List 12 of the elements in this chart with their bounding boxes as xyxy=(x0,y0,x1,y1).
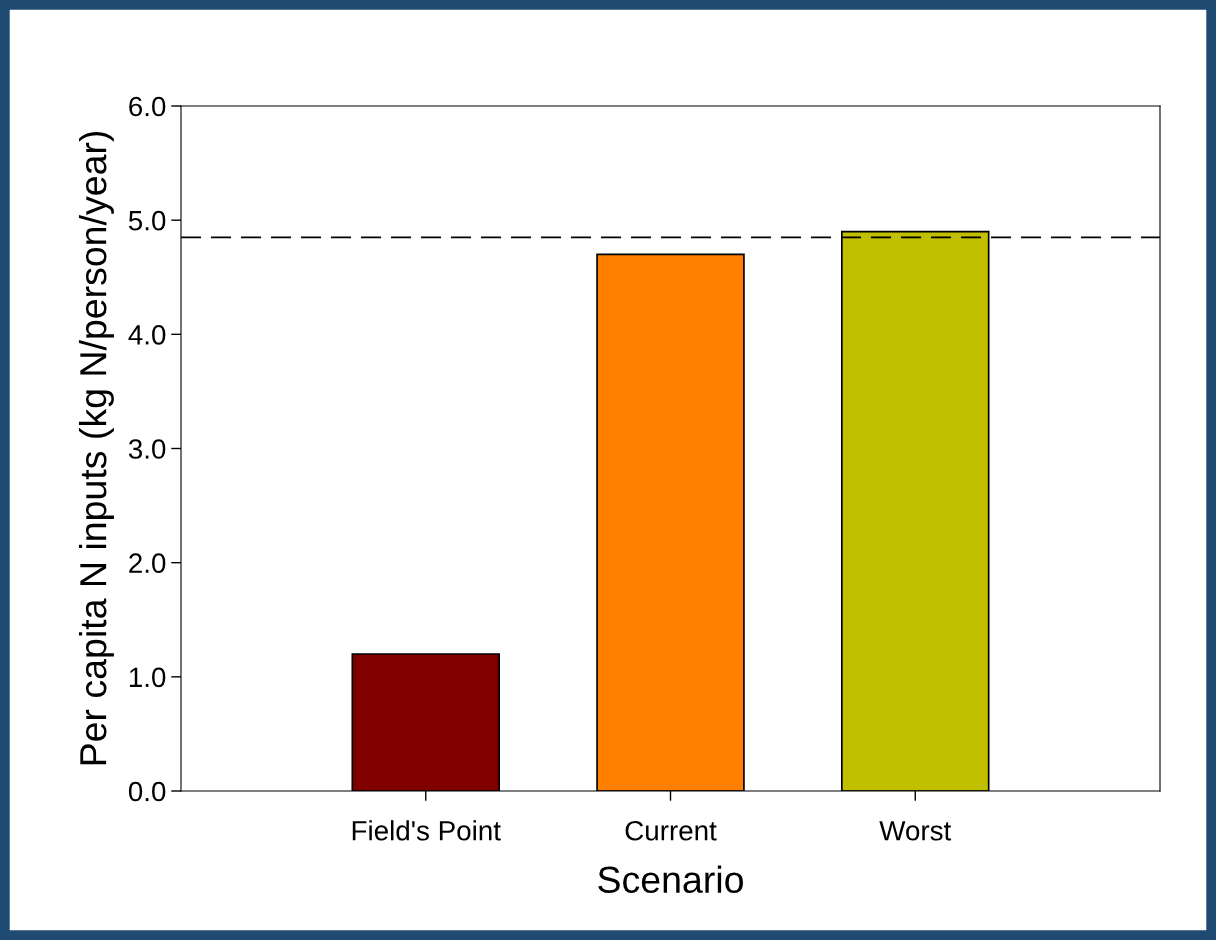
y-tick-label: 3.0 xyxy=(128,439,166,459)
y-tick-label: 4.0 xyxy=(128,325,166,345)
x-tick-label: Current xyxy=(625,820,717,841)
x-tick-label: Worst xyxy=(879,821,952,841)
x-tick-label: Field's Point xyxy=(352,820,501,841)
y-tick-label: 1.0 xyxy=(129,667,166,688)
y-tick-label: 2.0 xyxy=(129,553,166,574)
x-axis-title: Scenario xyxy=(598,865,743,894)
y-axis-title: Per capita N inputs (kg N/person/year) xyxy=(78,131,114,765)
y-tick-label: 0.0 xyxy=(128,781,166,802)
y-tick-label: 6.0 xyxy=(129,96,166,117)
y-tick-label: 5.0 xyxy=(128,210,166,231)
